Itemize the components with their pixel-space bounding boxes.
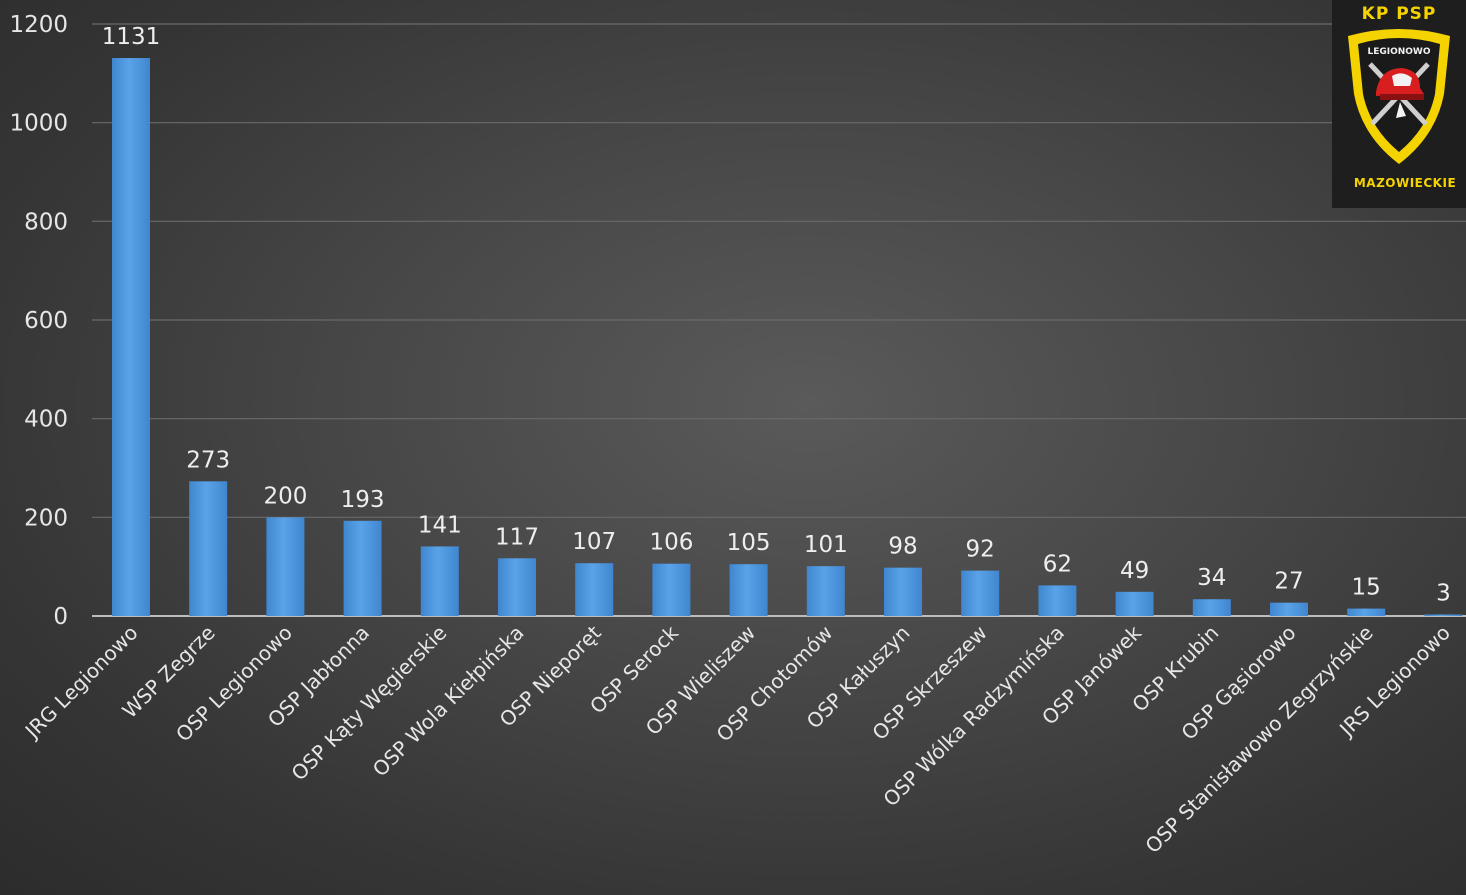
data-label: 15 <box>1352 575 1381 601</box>
data-label: 107 <box>572 529 616 555</box>
bar <box>1424 614 1463 616</box>
data-label: 105 <box>727 530 771 556</box>
data-label: 1131 <box>102 24 161 50</box>
data-label: 200 <box>263 483 307 509</box>
data-label: 101 <box>804 532 848 558</box>
y-tick-label: 1000 <box>9 111 68 137</box>
bar <box>961 570 1000 616</box>
logo-top-text: KP PSP <box>1361 4 1437 24</box>
bar <box>1115 591 1154 616</box>
bar <box>652 563 691 616</box>
y-tick-label: 800 <box>24 209 68 235</box>
data-label: 3 <box>1436 581 1451 607</box>
bar <box>729 564 768 616</box>
y-tick-label: 1200 <box>9 12 68 38</box>
bar <box>806 566 845 616</box>
bar <box>420 546 459 616</box>
data-label: 117 <box>495 524 539 550</box>
bar <box>1192 599 1231 616</box>
bar <box>498 558 536 616</box>
data-label: 27 <box>1274 569 1303 595</box>
data-label: 141 <box>418 512 462 538</box>
data-label: 49 <box>1120 558 1149 584</box>
bar <box>884 567 922 616</box>
data-label: 193 <box>341 487 385 513</box>
bar <box>1270 602 1308 616</box>
bar <box>189 481 228 616</box>
data-label: 34 <box>1197 565 1226 591</box>
bar <box>1038 585 1077 616</box>
bar <box>343 520 382 616</box>
data-label: 92 <box>966 537 995 563</box>
data-label: 273 <box>186 447 230 473</box>
x-tick-label: JRG Legionowo <box>19 621 143 745</box>
y-tick-label: 200 <box>24 505 68 531</box>
x-tick-label: OSP Wola Kiełpińska <box>368 621 529 782</box>
fire-brigade-helmet-emblem-icon <box>1348 29 1450 164</box>
bar <box>266 517 305 616</box>
y-tick-label: 400 <box>24 407 68 433</box>
data-label: 62 <box>1043 551 1072 577</box>
logo-middle-text: LEGIONOWO <box>1367 47 1431 57</box>
data-label: 106 <box>649 530 693 556</box>
logo-bottom-text: MAZOWIECKIE <box>1353 176 1457 190</box>
bar <box>1347 608 1386 616</box>
bar <box>575 563 614 616</box>
data-label: 98 <box>888 534 917 560</box>
y-tick-label: 0 <box>53 604 68 630</box>
bar <box>112 58 150 617</box>
kp-psp-logo: KP PSP LEGIONOWO MAZOWIECKIE <box>1332 0 1466 208</box>
x-tick-label: OSP Kąty Węgierskie <box>287 621 452 786</box>
y-tick-label: 600 <box>24 308 68 334</box>
